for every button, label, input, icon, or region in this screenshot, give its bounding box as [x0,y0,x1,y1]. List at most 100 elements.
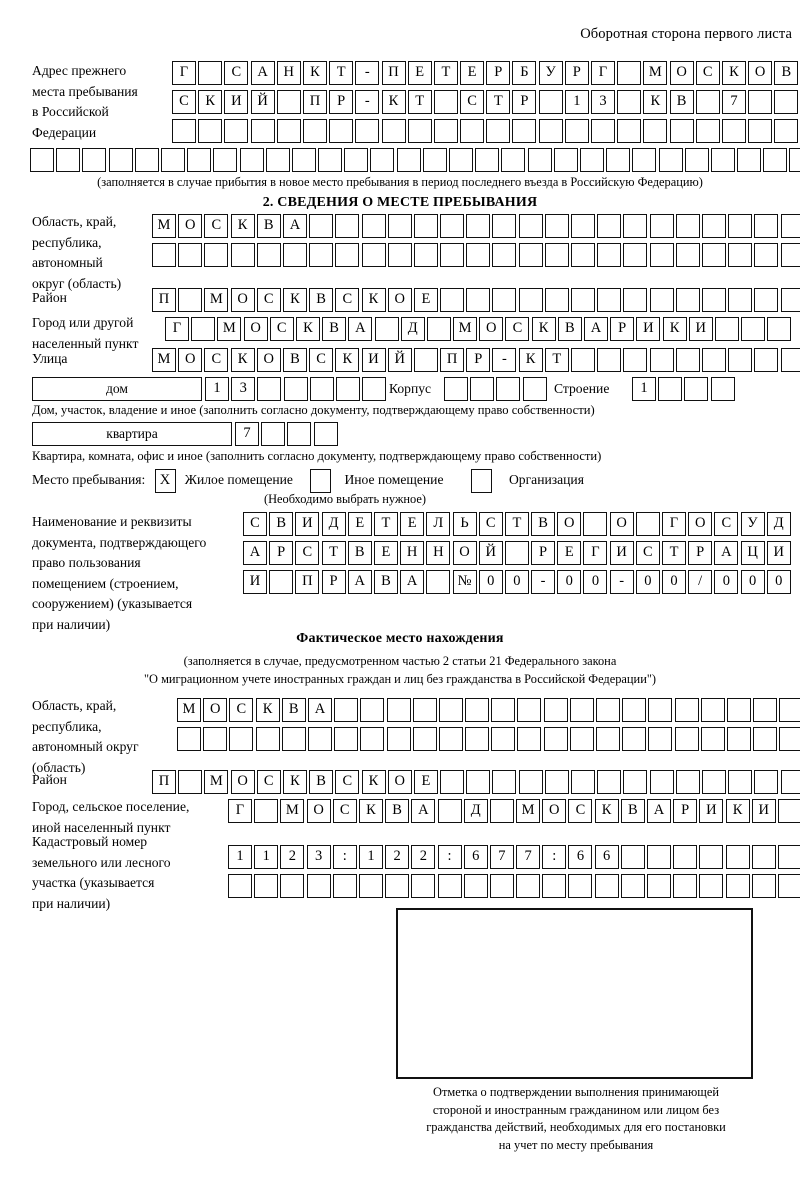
section2-region-cell-16[interactable] [544,243,569,267]
actual-region-cell-4[interactable] [255,727,280,751]
actual-district-cell-25[interactable] [780,770,800,794]
actual-city-cell-13[interactable]: О [542,799,567,823]
document-cell-19[interactable]: С [714,512,739,536]
prev-address-cell-18[interactable] [617,90,642,114]
actual-region-cell-5[interactable] [281,727,306,751]
flat-cell-3[interactable] [287,422,312,446]
prev-address-cell-21[interactable]: С [695,61,720,85]
actual-region-cell-7[interactable] [334,727,359,751]
section2-region-cell-18[interactable] [597,243,622,267]
prev-address-cell-4[interactable] [250,119,275,143]
actual-district-cell-15[interactable] [518,770,543,794]
cadastral-cell-15[interactable] [594,874,619,898]
prev-address-cell-20[interactable]: О [669,61,694,85]
section2-city-cell-16[interactable]: В [557,317,582,341]
prev-address-cell-20[interactable] [669,119,694,143]
document-cell-14[interactable]: Г [583,541,608,565]
cadastral-cell-18[interactable] [673,845,698,869]
document-cell-11[interactable]: 0 [504,570,529,594]
section2-street-cell-3[interactable]: С [204,348,229,372]
document-cell-15[interactable]: О [609,512,634,536]
prev-address-cell-18[interactable] [617,61,642,85]
section2-region-cell-24[interactable] [754,243,779,267]
cadastral-cell-3[interactable]: 2 [280,845,305,869]
section2-district-cell-9[interactable]: К [361,288,386,312]
stay-type-checkbox-residential[interactable]: X [154,469,176,494]
document-cell-14[interactable] [583,512,608,536]
stamp-box[interactable] [396,908,753,1079]
actual-region-cell-11[interactable] [438,727,463,751]
actual-district-cell-14[interactable] [492,770,517,794]
section2-district-cell-12[interactable] [440,288,465,312]
prev-address-cell-4[interactable] [108,148,133,172]
document-cell-8[interactable]: Н [426,541,451,565]
cadastral-cell-14[interactable] [568,874,593,898]
document-cell-7[interactable]: А [400,570,425,594]
prev-address-cell-14[interactable] [370,148,395,172]
section2-street-cell-16[interactable]: Т [544,348,569,372]
cadastral-cell-18[interactable] [673,874,698,898]
actual-region-cell-17[interactable] [596,727,620,751]
actual-region-cell-21[interactable] [700,698,725,722]
prev-address-cell-27[interactable] [710,148,735,172]
section2-district-cell-21[interactable] [675,288,700,312]
actual-city-cell-14[interactable]: С [568,799,593,823]
section2-city-cell-5[interactable]: С [269,317,294,341]
section2-region-cell-15[interactable] [518,243,543,267]
document-cell-21[interactable]: 0 [766,570,791,594]
section2-street-cell-10[interactable]: Й [387,348,412,372]
actual-city-cell-3[interactable]: М [280,799,305,823]
section2-city-cell-10[interactable]: Д [400,317,425,341]
cadastral-cell-14[interactable]: 6 [568,845,593,869]
cadastral-cell-4[interactable]: 3 [306,845,331,869]
section2-city-cell-21[interactable]: И [688,317,713,341]
cadastral-cell-17[interactable] [647,845,671,869]
actual-district-cell-17[interactable] [571,770,595,794]
korpus-cell-3[interactable] [496,377,521,401]
cadastral-cell-22[interactable] [777,874,800,898]
prev-address-cell-28[interactable] [737,148,762,172]
cadastral-cell-20[interactable] [725,874,750,898]
prev-address-cell-10[interactable]: Е [407,61,432,85]
prev-address-row-3[interactable] [172,119,800,143]
document-cell-19[interactable]: А [714,541,739,565]
cadastral-cell-5[interactable] [332,874,357,898]
section2-region-cell-17[interactable] [571,243,595,267]
section2-district-cell-10[interactable]: О [387,288,412,312]
actual-region-cell-22[interactable] [726,727,751,751]
prev-address-cell-5[interactable] [276,90,301,114]
cadastral-cell-1[interactable]: 1 [228,845,252,869]
document-cell-4[interactable]: Р [321,570,346,594]
section2-region-cell-3[interactable]: С [204,214,229,238]
flat-cell-2[interactable] [261,422,286,446]
actual-region-cell-5[interactable]: В [281,698,306,722]
prev-address-cell-24[interactable] [774,90,799,114]
section2-city-cell-11[interactable] [426,317,451,341]
actual-district-cell-20[interactable] [649,770,674,794]
actual-city-cell-22[interactable] [777,799,800,823]
section2-district-cell-13[interactable] [466,288,491,312]
document-cell-2[interactable] [269,570,294,594]
actual-region-cell-7[interactable] [334,698,359,722]
section2-region-cell-9[interactable] [361,214,386,238]
prev-address-cell-11[interactable] [433,90,458,114]
section2-region-cell-23[interactable] [728,214,753,238]
section2-street-cell-24[interactable] [754,348,779,372]
section2-region-cell-8[interactable] [335,214,360,238]
section2-city-cell-13[interactable]: О [479,317,504,341]
stroenie-cells[interactable]: 1 [632,377,737,401]
section2-street-cell-13[interactable]: Р [466,348,491,372]
cadastral-cell-9[interactable]: : [437,845,462,869]
section2-street-cell-6[interactable]: В [282,348,307,372]
section2-street-cell-18[interactable] [597,348,622,372]
actual-district-cell-12[interactable] [440,770,465,794]
section2-region-cell-17[interactable] [571,214,595,238]
actual-district-cell-23[interactable] [728,770,753,794]
section2-region-cell-24[interactable] [754,214,779,238]
document-cell-11[interactable]: Т [504,512,529,536]
prev-address-cell-10[interactable]: Т [407,90,432,114]
actual-region-cell-9[interactable] [386,698,411,722]
cadastral-cell-4[interactable] [306,874,331,898]
actual-region-cell-4[interactable]: К [255,698,280,722]
document-cell-3[interactable]: И [295,512,320,536]
